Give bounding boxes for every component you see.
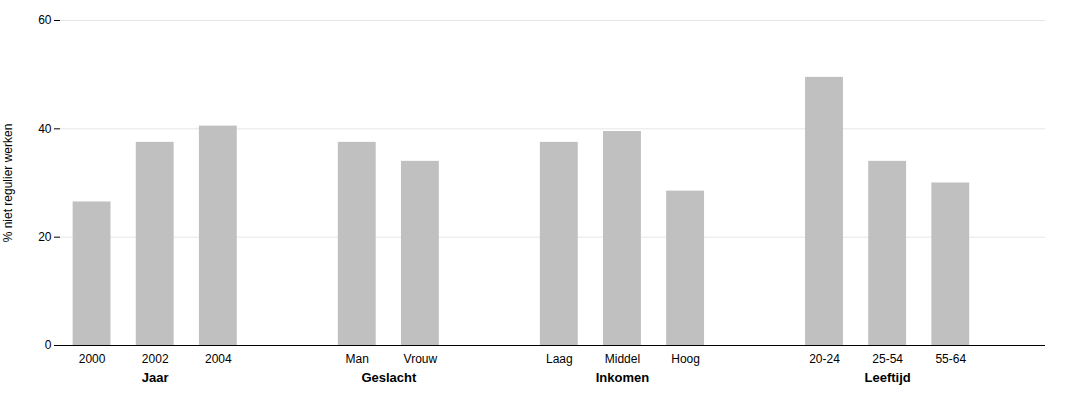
svg-text:Man: Man (346, 352, 369, 366)
svg-text:Leeftijd: Leeftijd (865, 370, 911, 385)
svg-text:Inkomen: Inkomen (596, 370, 650, 385)
svg-text:40: 40 (38, 122, 52, 136)
svg-text:Hoog: Hoog (671, 352, 700, 366)
svg-text:2000: 2000 (79, 352, 106, 366)
svg-text:0: 0 (45, 338, 52, 352)
svg-text:Vrouw: Vrouw (404, 352, 438, 366)
svg-text:55-64: 55-64 (935, 352, 966, 366)
svg-text:2004: 2004 (205, 352, 232, 366)
svg-text:% niet regulier werken: % niet regulier werken (1, 124, 15, 243)
svg-text:20: 20 (38, 230, 52, 244)
svg-text:Geslacht: Geslacht (361, 370, 417, 385)
svg-text:60: 60 (38, 13, 52, 27)
svg-text:Laag: Laag (546, 352, 573, 366)
svg-text:2002: 2002 (142, 352, 169, 366)
svg-text:Middel: Middel (605, 352, 640, 366)
svg-text:20-24: 20-24 (809, 352, 840, 366)
svg-text:25-54: 25-54 (872, 352, 903, 366)
svg-text:Jaar: Jaar (142, 370, 169, 385)
